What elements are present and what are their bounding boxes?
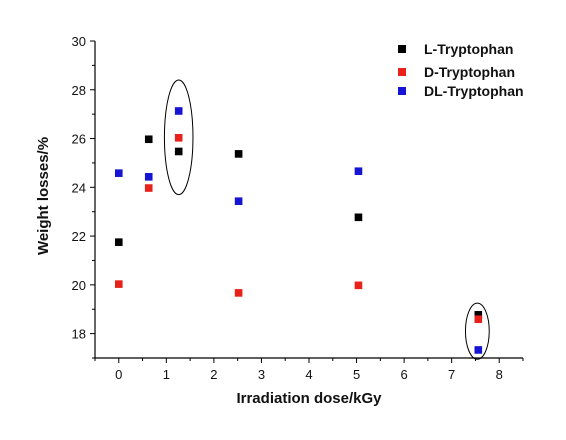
point-d-tryptophan (144, 184, 153, 192)
point-dl-tryptophan (234, 197, 243, 206)
point-l-tryptophan (144, 135, 153, 144)
legend-label-dl-tryptophan: DL-Tryptophan (424, 83, 524, 99)
x-tick-label: 1 (163, 367, 170, 382)
x-tick-label: 2 (210, 367, 217, 382)
x-tick-label: 5 (353, 367, 360, 382)
legend: L-Tryptophan D-Tryptophan DL-Tryptophan (398, 41, 524, 99)
y-tick-label: 28 (72, 83, 86, 98)
y-tick-label: 22 (72, 229, 86, 244)
point-d-tryptophan (474, 315, 483, 324)
y-tick-label: 30 (72, 34, 86, 49)
y-tick-label: 24 (72, 180, 86, 195)
point-dl-tryptophan (354, 167, 363, 176)
x-tick-label: 0 (115, 367, 122, 382)
x-axis-label: Irradiation dose/kGy (236, 390, 382, 407)
x-tick-label: 8 (496, 367, 503, 382)
x-tick-label: 7 (448, 367, 455, 382)
highlight-ellipse (464, 302, 490, 360)
point-d-tryptophan (234, 289, 243, 297)
y-tick-label: 20 (72, 278, 86, 293)
point-l-tryptophan (234, 150, 243, 158)
legend-label-d-tryptophan: D-Tryptophan (424, 64, 515, 80)
data-points (114, 107, 483, 354)
point-dl-tryptophan (174, 107, 183, 115)
legend-swatch-l-tryptophan (398, 45, 406, 53)
point-dl-tryptophan (144, 173, 153, 181)
y-tick-label: 18 (72, 327, 86, 342)
point-l-tryptophan (174, 147, 183, 156)
y-tick-label: 26 (72, 132, 86, 147)
axes: 18 20 22 24 26 28 30 0 1 2 3 4 5 6 7 8 (72, 34, 524, 382)
y-axis-label: Weight losses/% (35, 137, 52, 255)
legend-label-l-tryptophan: L-Tryptophan (424, 41, 513, 57)
highlight-ellipse (163, 79, 194, 196)
legend-swatch-dl-tryptophan (398, 87, 406, 95)
x-tick-label: 6 (400, 367, 407, 382)
point-d-tryptophan (174, 134, 183, 142)
point-d-tryptophan (114, 280, 123, 288)
point-l-tryptophan (474, 311, 483, 319)
legend-swatch-d-tryptophan (398, 68, 406, 76)
point-d-tryptophan (354, 281, 363, 290)
x-tick-label: 4 (305, 367, 312, 382)
point-l-tryptophan (354, 213, 363, 222)
point-l-tryptophan (114, 238, 123, 246)
x-tick-label: 3 (258, 367, 265, 382)
point-dl-tryptophan (114, 169, 123, 177)
point-dl-tryptophan (474, 346, 483, 354)
annotation-ellipses (163, 79, 490, 360)
